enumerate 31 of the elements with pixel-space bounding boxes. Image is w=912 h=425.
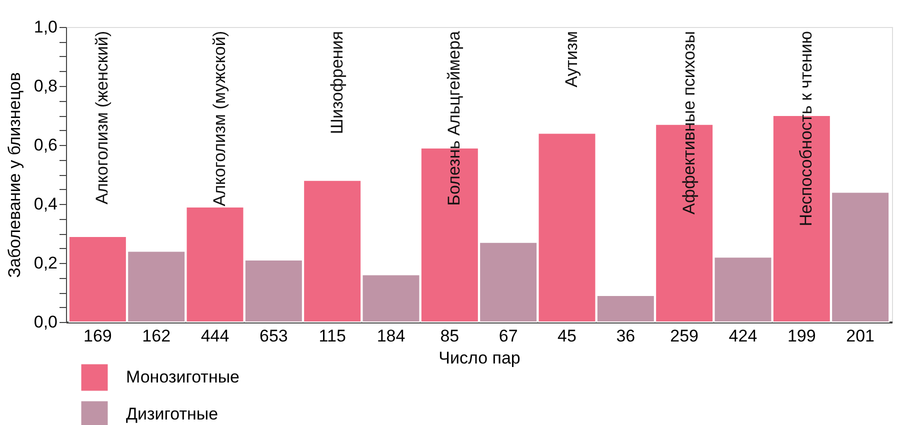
x-tick-label: 184: [376, 326, 406, 346]
x-tick-label: 67: [498, 326, 518, 346]
annotation: Шизофрения: [327, 31, 346, 134]
x-tick-label: 45: [558, 326, 576, 346]
y-tick-label: 0,0: [34, 312, 58, 332]
y-tick-label: 0,8: [34, 76, 58, 96]
x-tick-label: 444: [200, 326, 230, 346]
annotation: Аутизм: [562, 31, 581, 88]
x-tick-label: 115: [318, 326, 346, 346]
x-tick-label: 162: [142, 326, 171, 346]
annotation: Алкоголизм (женский): [92, 31, 112, 204]
annotation: Алкоголизм (мужской): [210, 31, 230, 206]
x-tick-label: 169: [83, 326, 112, 346]
y-axis-title: Заболевание у близнецов: [4, 72, 24, 278]
x-axis-title: Число пар: [438, 348, 520, 368]
x-tick-label: 199: [787, 326, 816, 346]
x-tick-label: 653: [259, 326, 288, 346]
y-tick-label: 0,6: [34, 136, 58, 154]
annotation: Болезнь Альцгеймера: [444, 30, 464, 206]
y-tick-label: 0,2: [34, 254, 58, 272]
x-tick-label: 259: [670, 326, 699, 346]
legend-label: Монозиготные: [126, 368, 240, 386]
x-tick-label: 424: [728, 326, 758, 346]
annotation: Неспособность к чтению: [796, 30, 816, 226]
x-tick-label: 201: [846, 326, 875, 346]
x-tick-label: 36: [616, 326, 636, 346]
x-tick-label: 85: [440, 326, 460, 346]
y-tick-label: 1,0: [34, 18, 58, 36]
annotation: Аффективные психозы: [679, 31, 698, 214]
legend-label: Дизиготные: [126, 404, 218, 424]
y-tick-label: 0,4: [34, 194, 58, 214]
